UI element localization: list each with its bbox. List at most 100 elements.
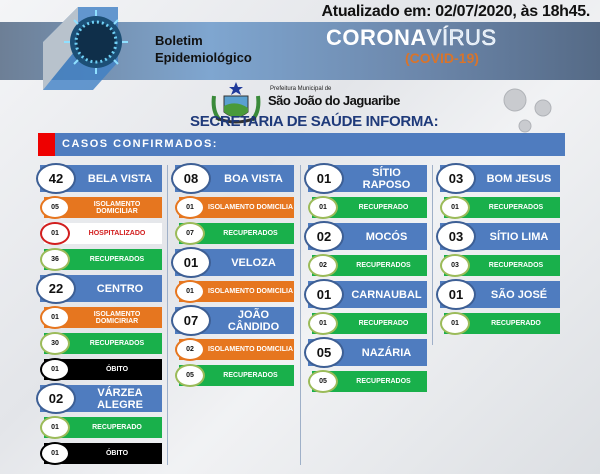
status-count: 01: [175, 280, 205, 303]
status-label: ISOLAMENTO DOMICILIAR: [93, 200, 141, 215]
neighborhood-name: NAZÁRIA: [361, 346, 412, 359]
column-2: 08 BOA VISTA 01 ISOLAMENTO DOMICILIA 07 RECUP…: [171, 163, 294, 387]
status-count: 01: [40, 416, 70, 439]
neighborhood-header: 42 BELA VISTA: [36, 163, 162, 194]
case-count: 01: [436, 279, 476, 310]
neighborhood-header: 01 CARNAUBAL: [304, 279, 427, 310]
banner-accent: [38, 133, 55, 156]
status-count: 01: [440, 312, 470, 335]
status-label: RECUPERADOS: [89, 340, 145, 347]
status-count: 01: [308, 196, 338, 219]
neighborhood-header: 01 SÃO JOSÉ: [436, 279, 560, 310]
column-divider: [300, 165, 301, 465]
column-4: 03 BOM JESUS 01 RECUPERADOS 03 SÍTIO LIMA 03 RE…: [436, 163, 560, 335]
neighborhood-name: BOM JESUS: [486, 172, 552, 185]
status-label: RECUPERADO: [92, 424, 142, 431]
case-count: 05: [304, 337, 344, 368]
recuperado-row: 36 RECUPERADOS: [40, 248, 162, 271]
status-label: ÓBITO: [105, 366, 129, 373]
neighborhood-name: VELOZA: [231, 256, 276, 269]
neighborhood-name: JOÃO CÂNDIDO: [227, 308, 280, 333]
status-label: ISOLAMENTO DOMICILIA: [207, 288, 294, 295]
status-label: ÓBITO: [105, 450, 129, 457]
recuperado-row: 01 RECUPERADO: [40, 416, 162, 439]
status-label: RECUPERADO: [491, 320, 541, 327]
neighborhood-name: SÃO JOSÉ: [490, 288, 548, 301]
recuperado-row: 05 RECUPERADOS: [308, 370, 427, 393]
neighborhood-name: SÍTIO RAPOSO: [362, 166, 411, 191]
recuperado-row: 01 RECUPERADO: [440, 312, 560, 335]
status-label: RECUPERADOS: [356, 262, 411, 269]
status-label: ISOLAMENTO DOMICILIA: [207, 346, 294, 353]
recuperado-row: 05 RECUPERADOS: [175, 364, 294, 387]
status-label: ISOLAMENTO DOMICILIA: [207, 204, 294, 211]
neighborhood-name: MOCÓS: [365, 230, 408, 243]
neighborhood-header: 02 MOCÓS: [304, 221, 427, 252]
status-count: 01: [40, 442, 70, 465]
virus-text: VÍRUS: [426, 25, 497, 51]
status-count: 07: [175, 222, 205, 245]
recuperado-row: 30 RECUPERADOS: [40, 332, 162, 355]
confirmed-cases-banner: CASOS CONFIRMADOS:: [38, 133, 565, 156]
status-label: RECUPERADOS: [356, 378, 411, 385]
corona-text: CORONA: [326, 25, 427, 50]
status-count: 01: [440, 196, 470, 219]
column-1: 42 BELA VISTA 05 ISOLAMENTO DOMICILIAR 01 HOS…: [36, 163, 162, 465]
obito-row: 01 ÓBITO: [40, 358, 162, 381]
isolamento-row: 02 ISOLAMENTO DOMICILIA: [175, 338, 294, 361]
neighborhood-name: CENTRO: [96, 282, 144, 295]
neighborhood-header: 05 NAZÁRIA: [304, 337, 427, 368]
page-title: SECRETARIA DE SAÚDE INFORMA:: [190, 113, 439, 130]
case-count: 02: [304, 221, 344, 252]
status-count: 05: [40, 196, 70, 219]
status-count: 05: [308, 370, 338, 393]
virus-decoration-icon: [503, 88, 552, 133]
column-3: 01 SÍTIO RAPOSO 01 RECUPERADO 02 MOCÓS 02 RECUP…: [304, 163, 427, 393]
status-label: HOSPITALIZADO: [88, 230, 146, 237]
coronavirus-logo-icon: [43, 7, 128, 90]
neighborhood-name: BOA VISTA: [224, 172, 283, 185]
case-count: 01: [304, 279, 344, 310]
bulletin-line-1: Boletim: [155, 33, 203, 48]
municipality-name: São João do Jaguaribe: [268, 93, 400, 108]
case-count: 01: [304, 163, 344, 194]
status-count: 01: [40, 222, 70, 245]
neighborhood-header: 08 BOA VISTA: [171, 163, 294, 194]
column-divider: [167, 165, 168, 465]
prefeitura-label: Prefeitura Municipal de: [270, 86, 332, 92]
status-label: RECUPERADOS: [488, 204, 544, 211]
isolamento-row: 01 ISOLAMENTO DOMICILIA: [175, 196, 294, 219]
status-label: RECUPERADOS: [223, 372, 278, 379]
status-label: ISOLAMENTO DOMICIRIAR: [93, 310, 141, 325]
recuperado-row: 01 RECUPERADO: [308, 196, 427, 219]
neighborhood-header: 01 VELOZA: [171, 247, 294, 278]
case-count: 01: [171, 247, 211, 278]
status-label: RECUPERADO: [358, 320, 409, 327]
case-count: 22: [36, 273, 76, 304]
neighborhood-header: 02 VÁRZEA ALEGRE: [36, 383, 162, 414]
case-count: 02: [36, 383, 76, 414]
status-count: 30: [40, 332, 70, 355]
case-count: 07: [171, 305, 211, 336]
recuperado-row: 07 RECUPERADOS: [175, 222, 294, 245]
case-count: 03: [436, 221, 476, 252]
isolamento-row: 01 ISOLAMENTO DOMICIRIAR: [40, 306, 162, 329]
obito-row: 01 ÓBITO: [40, 442, 162, 465]
updated-timestamp: Atualizado em: 02/07/2020, às 18h45.: [321, 3, 591, 20]
coronavirus-title: CORONAVÍRUS: [326, 25, 497, 51]
status-label: RECUPERADOS: [488, 262, 544, 269]
status-count: 01: [308, 312, 338, 335]
isolamento-row: 01 ISOLAMENTO DOMICILIA: [175, 280, 294, 303]
status-label: RECUPERADO: [358, 204, 409, 211]
bulletin-title: Boletim Epidemiológico: [155, 32, 252, 66]
status-count: 05: [175, 364, 205, 387]
status-label: RECUPERADOS: [223, 230, 278, 237]
covid-subtitle: (COVID-19): [405, 50, 479, 66]
neighborhood-header: 01 SÍTIO RAPOSO: [304, 163, 427, 194]
recuperado-row: 03 RECUPERADOS: [440, 254, 560, 277]
hospitalizado-row: 01 HOSPITALIZADO: [40, 222, 162, 245]
case-count: 42: [36, 163, 76, 194]
isolamento-row: 05 ISOLAMENTO DOMICILIAR: [40, 196, 162, 219]
status-label: RECUPERADOS: [89, 256, 145, 263]
neighborhood-name: BELA VISTA: [87, 172, 153, 185]
